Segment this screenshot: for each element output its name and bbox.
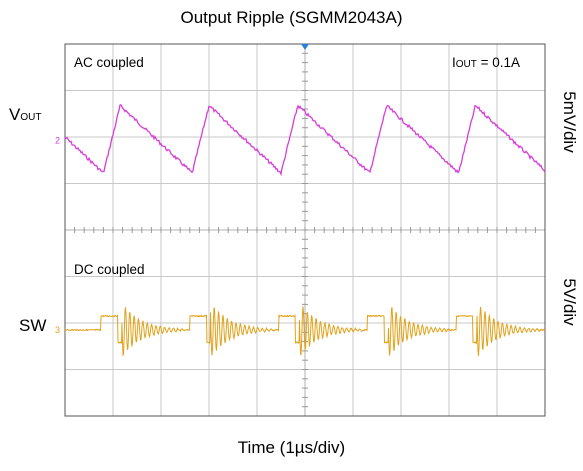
vout-scale-label: 5mV/div (560, 91, 579, 153)
sw-trace (64, 306, 546, 357)
sw-scale-label: 5V/div (560, 278, 579, 326)
iout-value: = 0.1A (476, 55, 521, 70)
vout-channel-marker: 2 (55, 135, 60, 145)
chart-title: Output Ripple (SGMM2043A) (180, 8, 403, 27)
sw-channel-label: SW (19, 316, 47, 335)
iout-main: I (452, 55, 456, 70)
x-axis-label: Time (1µs/div) (237, 438, 346, 457)
ac-coupled-label: AC coupled (74, 55, 144, 70)
vout-main: V (9, 105, 21, 124)
iout-sub: OUT (455, 59, 477, 70)
vout-sub: OUT (20, 112, 42, 123)
vout-channel-label: VOUT (9, 105, 41, 125)
grid (64, 43, 546, 417)
sw-channel-marker: 3 (55, 325, 60, 335)
dc-coupled-label: DC coupled (74, 262, 145, 277)
iout-annotation: IOUT = 0.1A (452, 55, 520, 70)
trigger-marker-icon (301, 44, 309, 50)
vout-trace (64, 104, 546, 177)
